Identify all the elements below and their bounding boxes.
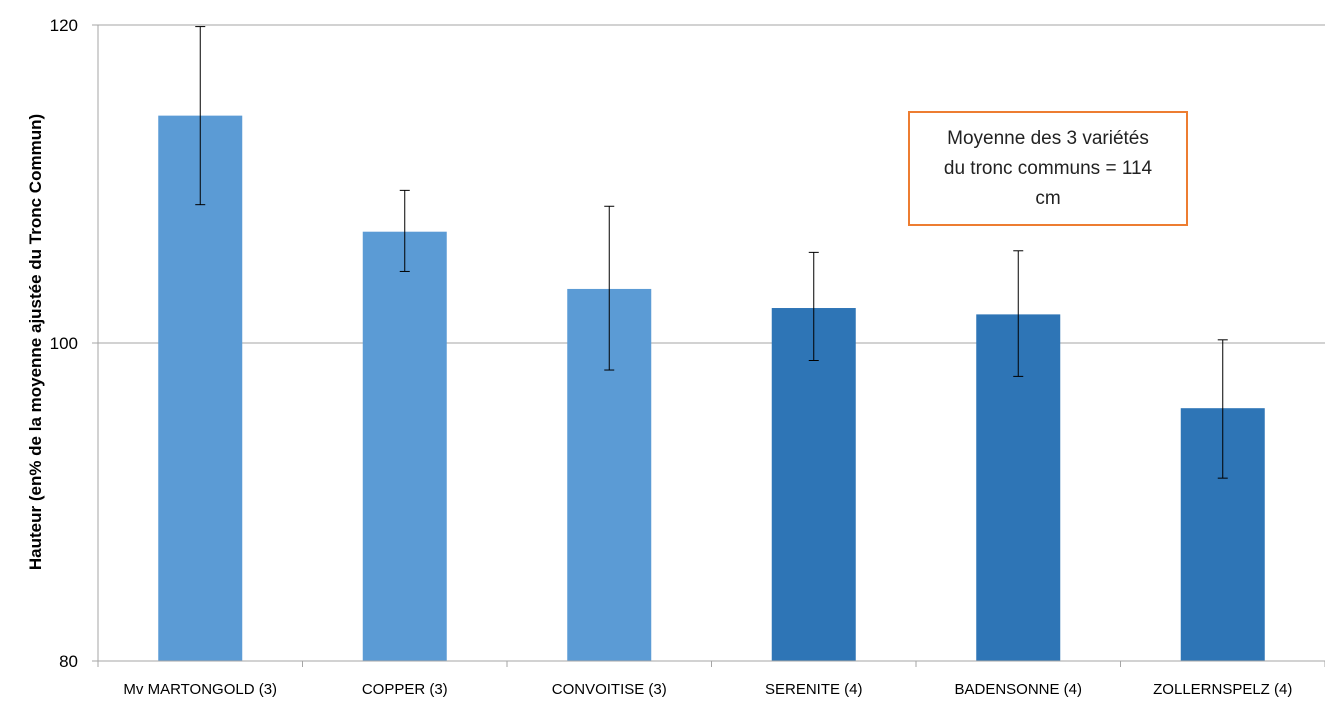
- axes-group: [92, 24, 1325, 667]
- gridlines: [98, 24, 1325, 344]
- x-category-label: ZOLLERNSPELZ (4): [1153, 681, 1292, 698]
- annotation-box: Moyenne des 3 variétés du tronc communs …: [908, 111, 1188, 226]
- bar: [362, 231, 447, 661]
- y-ticks-group: 80 100 120: [50, 16, 78, 671]
- x-category-label: SERENITE (4): [765, 681, 863, 698]
- y-tick-label: 100: [50, 334, 78, 353]
- bar: [771, 308, 856, 661]
- x-category-label: COPPER (3): [362, 681, 448, 698]
- error-bars-group: [195, 26, 1228, 479]
- bar: [158, 115, 243, 661]
- bars-group: [158, 115, 1265, 661]
- y-tick-label: 80: [59, 652, 78, 671]
- x-category-label: CONVOITISE (3): [552, 681, 667, 698]
- y-axis-label: Hauteur (en% de la moyenne ajustée du Tr…: [26, 114, 45, 570]
- y-tick-label: 120: [50, 16, 78, 35]
- x-categories-group: Mv MARTONGOLD (3) COPPER (3) CONVOITISE (3…: [123, 681, 1292, 698]
- x-category-label: Mv MARTONGOLD (3): [123, 681, 277, 698]
- x-category-label: BADENSONNE (4): [954, 681, 1082, 698]
